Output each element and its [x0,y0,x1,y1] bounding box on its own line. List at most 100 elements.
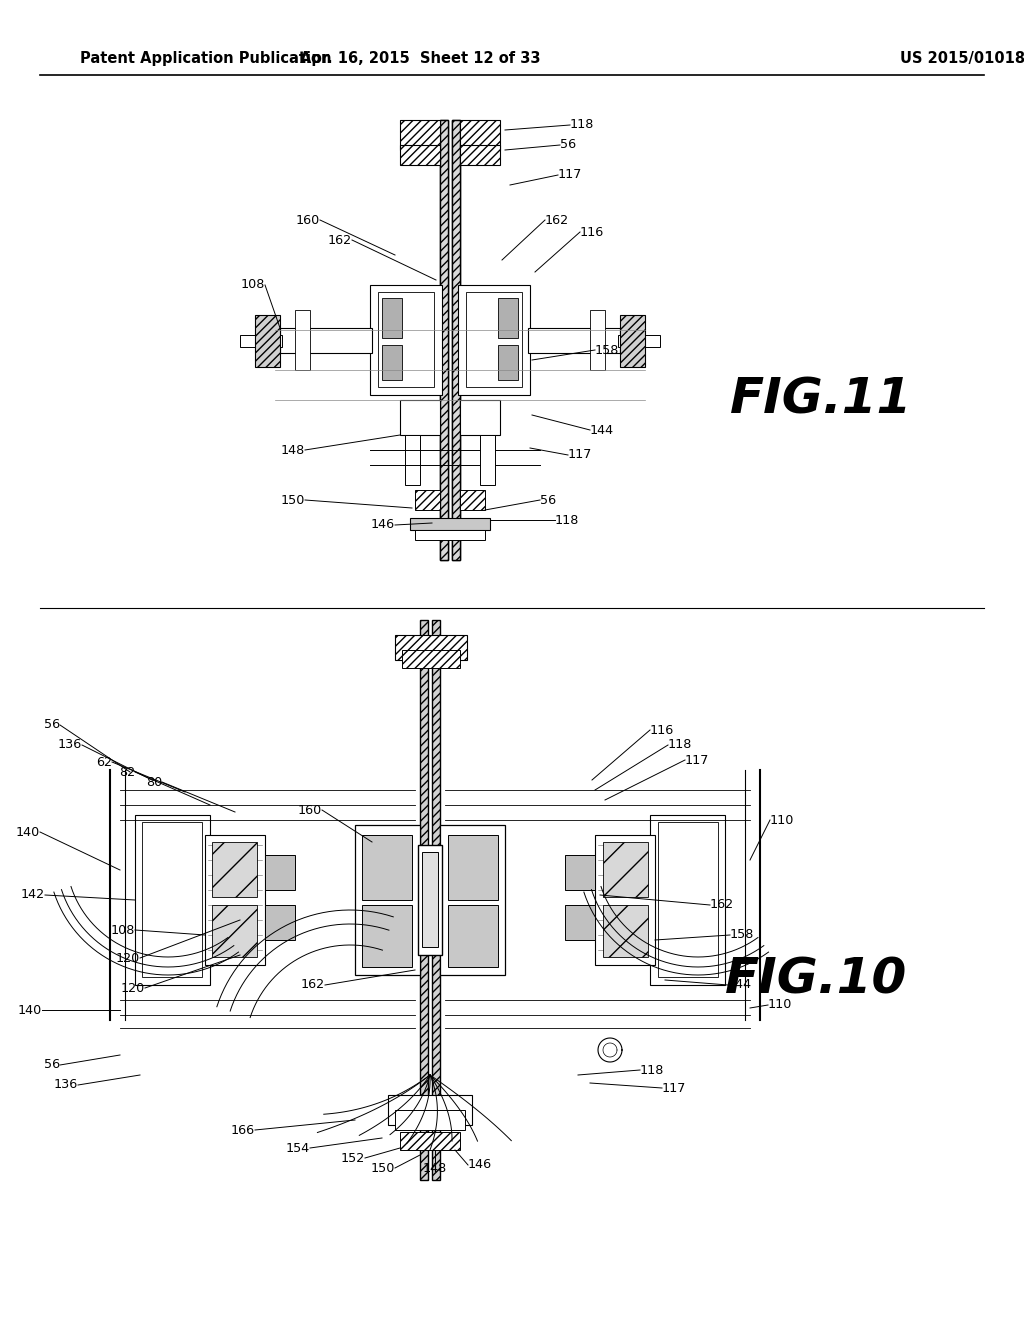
Bar [212,906,257,957]
Bar [452,120,460,560]
Bar [658,822,718,977]
Bar [452,120,460,560]
Text: 62: 62 [96,755,112,768]
Text: 117: 117 [662,1081,686,1094]
Bar [590,310,605,370]
Bar [400,400,440,436]
Bar [362,836,412,900]
Text: FIG.11: FIG.11 [730,376,912,424]
Text: 144: 144 [590,424,614,437]
Bar [135,814,210,985]
Text: 118: 118 [555,513,580,527]
Text: 110: 110 [768,998,793,1011]
Bar [418,845,442,954]
Bar [440,120,449,560]
Bar [458,285,530,395]
Bar [370,285,442,395]
Text: 160: 160 [298,804,322,817]
Text: 56: 56 [44,1059,60,1072]
Text: 158: 158 [595,343,620,356]
Text: 162: 162 [328,234,352,247]
Bar [265,906,295,940]
Bar [382,345,402,380]
Text: US 2015/0101872 A1: US 2015/0101872 A1 [900,50,1024,66]
Bar [480,436,495,484]
Text: 118: 118 [570,119,594,132]
Bar [280,327,372,352]
Text: 162: 162 [710,899,734,912]
Bar [620,315,645,367]
Bar [420,620,428,1180]
Text: 136: 136 [57,738,82,751]
Bar [400,120,440,150]
Bar [406,436,420,484]
Bar [400,1133,460,1150]
Text: 142: 142 [20,888,45,902]
Text: 158: 158 [730,928,755,941]
Text: FIG.10: FIG.10 [725,956,907,1005]
Bar [395,1110,465,1130]
Bar [449,906,498,968]
Bar [440,120,449,560]
Bar [498,298,518,338]
Bar [355,825,420,975]
Bar [449,836,498,900]
Text: 56: 56 [44,718,60,731]
Text: 146: 146 [371,519,395,532]
Bar [378,292,434,387]
Text: 56: 56 [560,139,577,152]
Text: 117: 117 [568,449,592,462]
Bar [410,517,490,531]
Text: 166: 166 [230,1123,255,1137]
Text: 108: 108 [241,279,265,292]
Text: 150: 150 [371,1162,395,1175]
Text: Apr. 16, 2015  Sheet 12 of 33: Apr. 16, 2015 Sheet 12 of 33 [300,50,541,66]
Bar [362,906,412,968]
Bar [565,906,595,940]
Bar [415,531,485,540]
Text: 117: 117 [685,754,710,767]
Bar [565,855,595,890]
Bar [415,490,440,510]
Text: 148: 148 [423,1162,447,1175]
Text: 162: 162 [301,978,325,991]
Text: 110: 110 [770,813,795,826]
Bar [255,315,280,367]
Bar [395,635,467,660]
Text: 150: 150 [281,494,305,507]
Bar [460,490,485,510]
Bar [650,814,725,985]
Text: 116: 116 [580,226,604,239]
Bar [205,836,265,965]
Text: 80: 80 [145,776,162,788]
Text: 154: 154 [286,1142,310,1155]
Bar [142,822,202,977]
Text: 120: 120 [121,982,145,994]
Bar [460,120,500,150]
Bar [402,649,460,668]
Bar [432,620,440,1180]
Bar [460,400,500,436]
Bar [595,836,655,965]
Text: 140: 140 [17,1003,42,1016]
Bar [422,851,438,946]
Bar [460,145,500,165]
Text: 162: 162 [545,214,569,227]
Text: 117: 117 [558,169,583,181]
Bar [295,310,310,370]
Bar [240,335,282,347]
Bar [212,842,257,898]
Text: 118: 118 [640,1064,665,1077]
Text: 148: 148 [281,444,305,457]
Bar [388,1096,472,1125]
Text: 144: 144 [728,978,752,991]
Bar [498,345,518,380]
Text: 136: 136 [53,1078,78,1092]
Text: 120: 120 [116,952,140,965]
Text: 82: 82 [119,766,135,779]
Text: 160: 160 [296,214,319,227]
Text: 152: 152 [341,1151,365,1164]
Bar [528,327,620,352]
Bar [440,825,505,975]
Bar [466,292,522,387]
